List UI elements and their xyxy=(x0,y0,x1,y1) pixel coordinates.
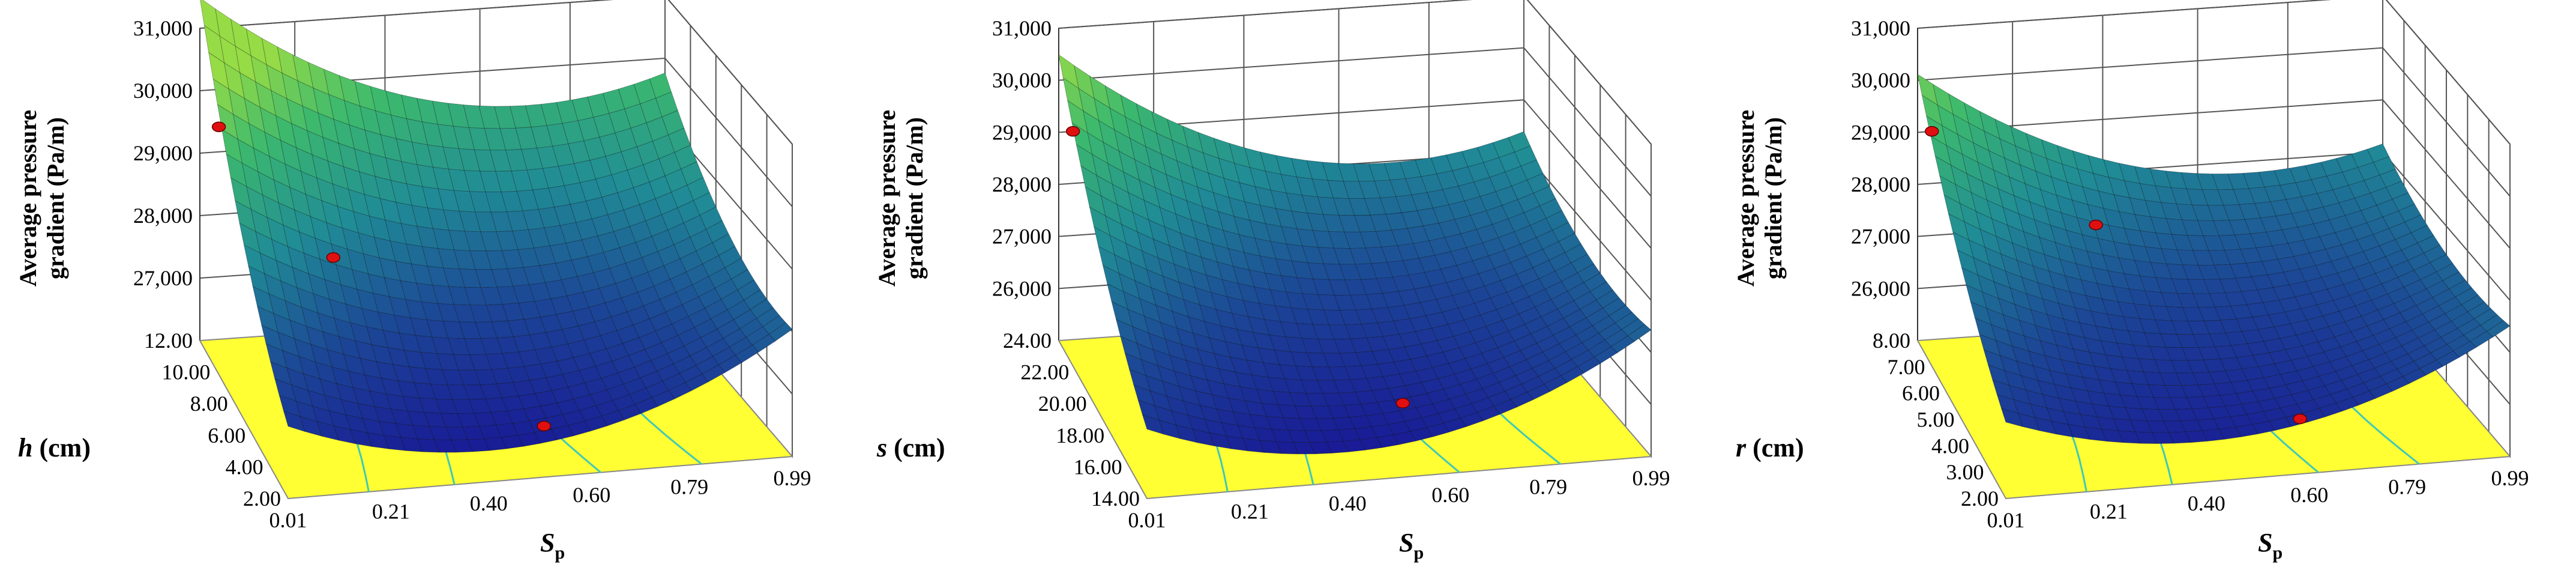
z-tick-label: 29,000 xyxy=(1851,120,1910,144)
z-axis-title: Average pressuregradient (Pa/m) xyxy=(14,110,69,286)
design-point xyxy=(211,121,226,132)
y-tick-label: 24.00 xyxy=(1003,329,1052,353)
z-tick-label: 27,000 xyxy=(1851,225,1910,249)
y-tick-label: 16.00 xyxy=(1074,455,1122,479)
y-axis-title: r (cm) xyxy=(1736,433,1804,462)
z-axis-title: Average pressuregradient (Pa/m) xyxy=(873,110,928,286)
y-tick-label: 4.00 xyxy=(1931,434,1969,458)
x-tick-label: 0.79 xyxy=(670,474,708,499)
x-tick-label: 0.01 xyxy=(1987,508,2025,532)
y-tick-label: 10.00 xyxy=(161,360,210,384)
z-tick-label: 26,000 xyxy=(992,276,1052,300)
y-tick-label: 14.00 xyxy=(1091,487,1140,511)
y-tick-label: 6.00 xyxy=(1902,381,1940,405)
design-point xyxy=(2089,219,2103,231)
z-tick-label: 30,000 xyxy=(133,79,193,103)
x-tick-label: 0.60 xyxy=(1431,483,1469,507)
z-tick-label: 31,000 xyxy=(1851,16,1910,40)
response-surface xyxy=(1058,54,1652,455)
y-tick-label: 20.00 xyxy=(1038,392,1087,416)
design-point xyxy=(1065,126,1080,137)
y-tick-label: 3.00 xyxy=(1946,460,1984,484)
y-axis-title: s (cm) xyxy=(876,433,945,462)
design-point xyxy=(537,420,552,432)
z-tick-label: 31,000 xyxy=(992,16,1052,40)
design-point xyxy=(1924,126,1939,137)
design-points xyxy=(1924,126,2307,425)
x-axis-title: Sp xyxy=(540,528,565,563)
y-tick-label: 5.00 xyxy=(1917,408,1955,432)
x-tick-label: 0.99 xyxy=(774,466,811,490)
design-points xyxy=(1065,126,1410,409)
z-tick-label: 27,000 xyxy=(133,266,193,290)
y-axis-title: h (cm) xyxy=(18,433,91,462)
x-tick-label: 0.21 xyxy=(2090,500,2128,524)
design-point xyxy=(326,252,341,263)
z-tick-label: 31,000 xyxy=(133,16,193,40)
x-tick-label: 0.01 xyxy=(269,508,307,532)
z-tick-label: 29,000 xyxy=(992,120,1052,144)
x-axis-title: Sp xyxy=(1399,528,1424,563)
x-tick-label: 0.40 xyxy=(470,491,508,515)
z-tick-label: 28,000 xyxy=(133,204,193,228)
x-tick-label: 0.99 xyxy=(1633,466,1670,490)
x-axis-title: Sp xyxy=(2258,528,2283,563)
z-tick-label: 28,000 xyxy=(992,172,1052,196)
y-tick-label: 8.00 xyxy=(190,392,228,416)
z-tick-label: 30,000 xyxy=(1851,68,1910,92)
x-tick-label: 0.79 xyxy=(1529,474,1567,499)
y-tick-label: 2.00 xyxy=(1961,487,1999,511)
x-tick-label: 0.60 xyxy=(2290,483,2328,507)
design-points xyxy=(211,121,552,432)
x-tick-label: 0.99 xyxy=(2491,466,2529,490)
x-tick-label: 0.79 xyxy=(2388,474,2426,499)
z-axis-title: Average pressuregradient (Pa/m) xyxy=(1732,110,1787,286)
response-surface xyxy=(1917,73,2511,444)
y-tick-label: 18.00 xyxy=(1056,423,1104,447)
x-tick-label: 0.40 xyxy=(2188,491,2225,515)
surface-chart-r: 26,000 27,000 28,000 29,000 30,000 31,000 0.01… xyxy=(1732,0,2529,563)
chart-panel-h: 27,000 28,000 29,000 30,000 31,000 0.01 0.21 0.… xyxy=(0,0,858,579)
surface-chart-h: 27,000 28,000 29,000 30,000 31,000 0.01 0.21 0.… xyxy=(14,0,811,563)
response-surface xyxy=(200,0,793,453)
chart-panel-s: 26,000 27,000 28,000 29,000 30,000 31,000 0.01… xyxy=(859,0,1717,579)
y-tick-label: 2.00 xyxy=(243,487,281,511)
x-tick-label: 0.60 xyxy=(573,483,610,507)
x-tick-label: 0.21 xyxy=(1231,500,1269,524)
y-tick-label: 22.00 xyxy=(1020,360,1069,384)
design-point xyxy=(2293,413,2307,425)
z-tick-label: 28,000 xyxy=(1851,172,1910,196)
y-tick-label: 7.00 xyxy=(1888,355,1925,379)
x-tick-label: 0.01 xyxy=(1128,508,1166,532)
design-point xyxy=(1395,398,1410,409)
z-tick-label: 26,000 xyxy=(1851,276,1910,300)
x-tick-label: 0.21 xyxy=(372,500,410,524)
x-tick-label: 0.40 xyxy=(1329,491,1367,515)
chart-panel-r: 26,000 27,000 28,000 29,000 30,000 31,000 0.01… xyxy=(1718,0,2576,579)
y-tick-label: 4.00 xyxy=(226,455,263,479)
surface-chart-s: 26,000 27,000 28,000 29,000 30,000 31,000 0.01… xyxy=(873,0,1670,563)
y-tick-label: 6.00 xyxy=(208,423,245,447)
z-tick-label: 29,000 xyxy=(133,141,193,165)
y-tick-label: 12.00 xyxy=(144,329,193,353)
y-tick-label: 8.00 xyxy=(1873,329,1910,353)
z-tick-label: 30,000 xyxy=(992,68,1052,92)
z-tick-label: 27,000 xyxy=(992,225,1052,249)
